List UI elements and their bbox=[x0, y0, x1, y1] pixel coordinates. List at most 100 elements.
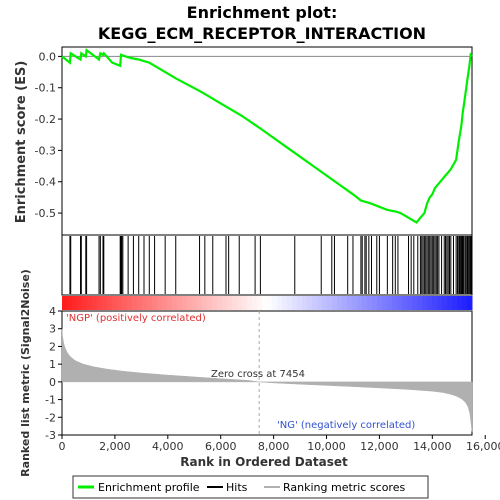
metric-tick-label: 4 bbox=[49, 305, 56, 318]
legend-label-enrichment: Enrichment profile bbox=[98, 481, 200, 494]
chart-title-line2: KEGG_ECM_RECEPTOR_INTERACTION bbox=[98, 24, 426, 43]
x-tick-label: 8,000 bbox=[258, 440, 290, 453]
metric-tick-label: 2 bbox=[49, 340, 56, 353]
band-segment bbox=[172, 296, 178, 310]
band-segment bbox=[287, 296, 293, 310]
band-segment bbox=[462, 296, 468, 310]
band-segment bbox=[242, 296, 248, 310]
band-segment bbox=[402, 296, 408, 310]
band-segment bbox=[157, 296, 163, 310]
x-tick-label: 0 bbox=[59, 440, 66, 453]
ranking-metric-area bbox=[61, 328, 473, 432]
band-segment bbox=[457, 296, 463, 310]
band-segment bbox=[312, 296, 318, 310]
band-segment bbox=[322, 296, 328, 310]
band-segment bbox=[407, 296, 413, 310]
metric-tick-label: 0 bbox=[49, 376, 56, 389]
x-axis-ticks: 0 2,000 4,000 6,000 8,000 10,000 12,000 14,000 1… bbox=[59, 435, 500, 453]
zero-cross-label: Zero cross at 7454 bbox=[211, 369, 305, 380]
band-segment bbox=[137, 296, 143, 310]
metric-tick-label: -3 bbox=[45, 429, 56, 442]
band-segment bbox=[277, 296, 283, 310]
band-segment bbox=[307, 296, 313, 310]
band-segment bbox=[92, 296, 98, 310]
ranked-list-color-band bbox=[62, 296, 473, 310]
x-axis-label: Rank in Ordered Dataset bbox=[180, 455, 348, 469]
band-segment bbox=[147, 296, 153, 310]
band-segment bbox=[387, 296, 393, 310]
band-segment bbox=[302, 296, 308, 310]
band-segment bbox=[427, 296, 433, 310]
es-tick-label: -0.1 bbox=[35, 82, 56, 95]
hits-panel-frame bbox=[61, 234, 473, 296]
band-segment bbox=[142, 296, 148, 310]
band-segment bbox=[67, 296, 73, 310]
band-segment bbox=[247, 296, 253, 310]
band-segment bbox=[297, 296, 303, 310]
band-segment bbox=[362, 296, 368, 310]
x-tick-label: 12,000 bbox=[360, 440, 399, 453]
band-segment bbox=[357, 296, 363, 310]
legend-label-hits: Hits bbox=[226, 481, 248, 494]
band-segment bbox=[237, 296, 243, 310]
band-segment bbox=[257, 296, 263, 310]
band-segment bbox=[82, 296, 88, 310]
band-segment bbox=[122, 296, 128, 310]
es-tick-label: -0.3 bbox=[35, 144, 56, 157]
band-segment bbox=[232, 296, 238, 310]
band-segment bbox=[87, 296, 93, 310]
ranking-metric-path bbox=[61, 328, 473, 432]
band-segment bbox=[372, 296, 378, 310]
legend-label-metric: Ranking metric scores bbox=[283, 481, 405, 494]
band-segment bbox=[187, 296, 193, 310]
band-segment bbox=[162, 296, 168, 310]
band-segment bbox=[72, 296, 78, 310]
band-segment bbox=[107, 296, 113, 310]
band-segment bbox=[262, 296, 268, 310]
es-tick-label: -0.4 bbox=[35, 176, 56, 189]
positive-correlation-label: 'NGP' (positively correlated) bbox=[66, 313, 206, 324]
x-tick-label: 6,000 bbox=[205, 440, 237, 453]
band-segment bbox=[352, 296, 358, 310]
band-segment bbox=[417, 296, 423, 310]
band-segment bbox=[192, 296, 198, 310]
band-segment bbox=[222, 296, 228, 310]
hits-markers bbox=[69, 236, 472, 294]
band-segment bbox=[272, 296, 278, 310]
band-segment bbox=[152, 296, 158, 310]
band-segment bbox=[207, 296, 213, 310]
es-panel-frame bbox=[61, 46, 473, 236]
band-segment bbox=[292, 296, 298, 310]
band-segment bbox=[267, 296, 273, 310]
metric-tick-label: 1 bbox=[49, 358, 56, 371]
band-segment bbox=[117, 296, 123, 310]
band-segment bbox=[177, 296, 183, 310]
band-segment bbox=[167, 296, 173, 310]
band-segment bbox=[452, 296, 458, 310]
metric-tick-label: -2 bbox=[45, 411, 56, 424]
band-segment bbox=[437, 296, 443, 310]
x-tick-label: 4,000 bbox=[152, 440, 184, 453]
es-axis-ticks: 0.0 -0.1 -0.2 -0.3 -0.4 -0.5 bbox=[35, 50, 62, 220]
band-segment bbox=[227, 296, 233, 310]
band-segment bbox=[392, 296, 398, 310]
band-segment bbox=[132, 296, 138, 310]
band-segment bbox=[377, 296, 383, 310]
x-tick-label: 2,000 bbox=[99, 440, 131, 453]
legend: Enrichment profile Hits Ranking metric s… bbox=[72, 475, 429, 499]
band-segment bbox=[382, 296, 388, 310]
negative-correlation-label: 'NG' (negatively correlated) bbox=[277, 420, 415, 431]
metric-axis-ticks: 4 3 2 1 0 -1 -2 -3 bbox=[45, 305, 62, 442]
band-segment bbox=[97, 296, 103, 310]
metric-tick-label: -1 bbox=[45, 394, 56, 407]
band-segment bbox=[467, 296, 473, 310]
band-segment bbox=[327, 296, 333, 310]
band-segment bbox=[447, 296, 453, 310]
band-segment bbox=[332, 296, 338, 310]
band-segment bbox=[197, 296, 203, 310]
band-segment bbox=[252, 296, 258, 310]
band-segment bbox=[432, 296, 438, 310]
es-tick-label: -0.2 bbox=[35, 113, 56, 126]
band-segment bbox=[112, 296, 118, 310]
